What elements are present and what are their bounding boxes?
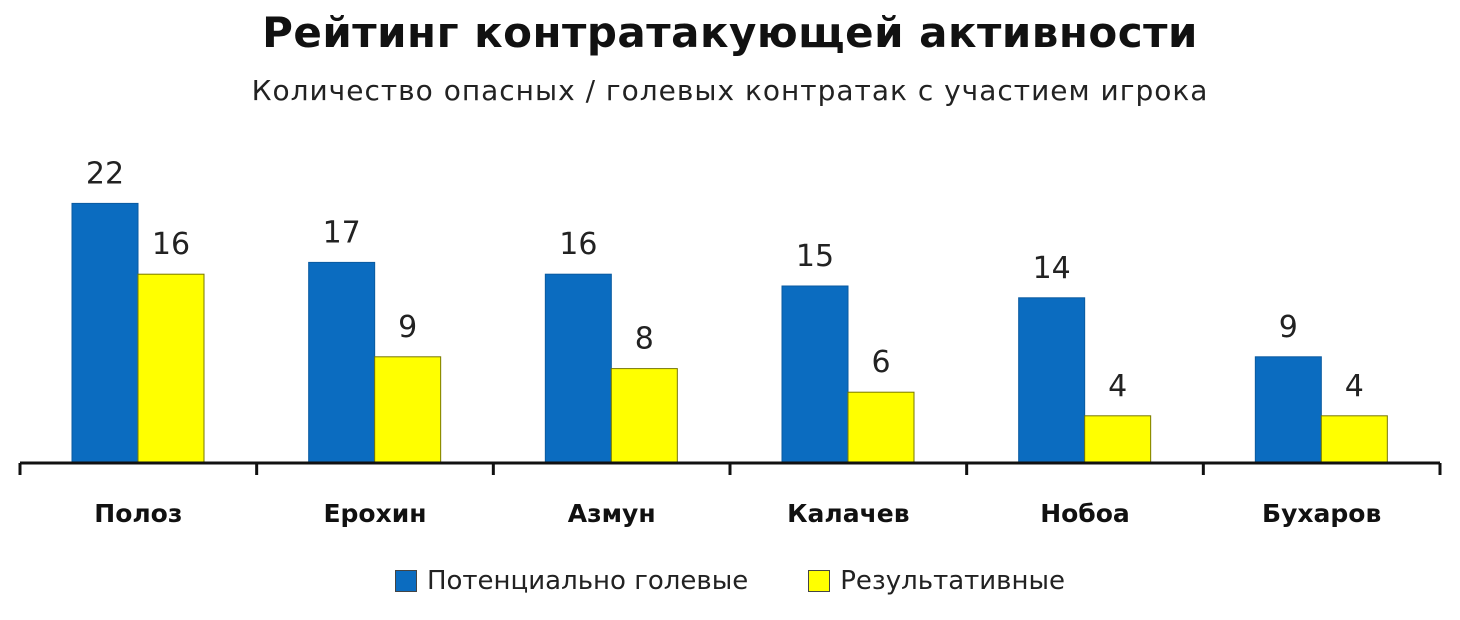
bar-scoring-1 <box>137 273 205 464</box>
data-label-scoring-5: 4 <box>1108 369 1127 404</box>
data-label-potential-4: 15 <box>796 239 834 274</box>
bar-scoring-6 <box>1320 415 1388 464</box>
bar-potential-3 <box>544 273 612 464</box>
bar-potential-2 <box>308 261 376 464</box>
legend: Потенциально голевые Результативные <box>0 566 1460 596</box>
data-label-potential-3: 16 <box>559 227 597 262</box>
bar-chart: 22 16 Полоз 17 9 Ерохин 16 8 Азмун 15 6 Калачев 14 4 Н… <box>18 156 1442 528</box>
bar-potential-4 <box>781 285 849 464</box>
legend-label-potential: Потенциально голевые <box>426 566 749 596</box>
data-label-scoring-3: 8 <box>635 322 654 357</box>
x-tick-label-5: Нобоа <box>1040 499 1130 528</box>
bar-scoring-3 <box>610 368 678 464</box>
data-label-potential-5: 14 <box>1033 251 1071 286</box>
legend-swatch-scoring <box>808 570 831 592</box>
bar-scoring-5 <box>1084 415 1152 464</box>
bar-potential-6 <box>1254 356 1322 464</box>
x-tick-label-6: Бухаров <box>1262 499 1381 528</box>
legend-label-scoring: Результативные <box>840 566 1066 596</box>
x-tick-label-2: Ерохин <box>323 499 426 528</box>
data-label-scoring-6: 4 <box>1345 369 1364 404</box>
bar-potential-5 <box>1018 297 1086 464</box>
data-label-potential-1: 22 <box>86 156 124 191</box>
x-tick-label-3: Азмун <box>568 499 656 528</box>
data-label-potential-6: 9 <box>1279 310 1298 345</box>
legend-item-scoring: Результативные <box>808 566 1065 596</box>
x-tick-label-4: Калачев <box>787 499 909 528</box>
bar-potential-1 <box>71 202 139 464</box>
legend-item-potential: Потенциально голевые <box>394 566 749 596</box>
x-tick-label-1: Полоз <box>94 499 182 528</box>
bar-scoring-4 <box>847 391 915 464</box>
data-label-scoring-2: 9 <box>398 310 417 345</box>
data-label-scoring-4: 6 <box>871 345 890 380</box>
data-label-scoring-1: 16 <box>152 227 190 262</box>
legend-swatch-potential <box>394 570 417 592</box>
bar-scoring-2 <box>374 356 442 464</box>
data-label-potential-2: 17 <box>323 215 361 250</box>
chart-subtitle: Количество опасных / голевых контратак с… <box>251 74 1209 107</box>
chart-title: Рейтинг контратакующей активности <box>262 8 1198 57</box>
